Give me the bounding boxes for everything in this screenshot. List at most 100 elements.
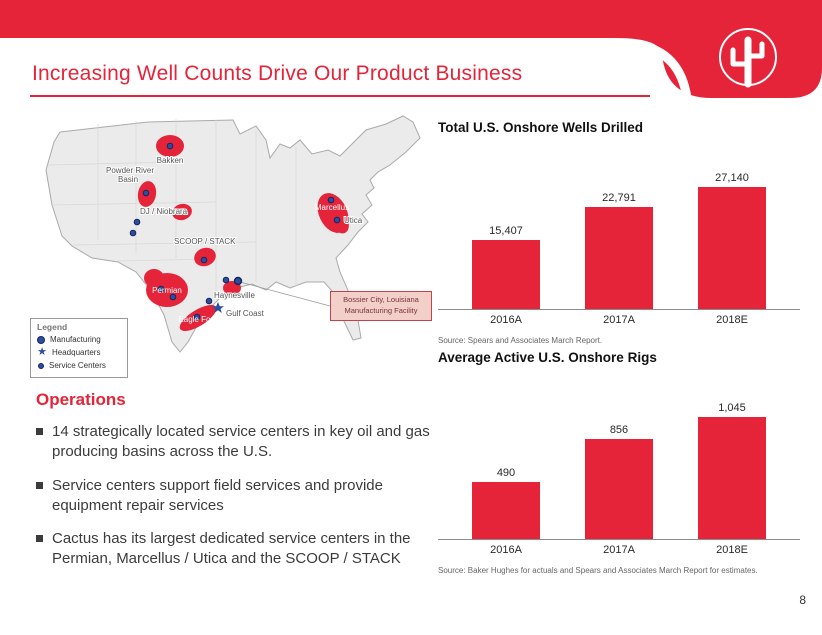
operations-heading: Operations [36, 390, 126, 409]
callout-leader-line [239, 281, 331, 307]
legend-item-manufacturing: Manufacturing [37, 335, 121, 344]
map-label-bakken: Bakken [157, 156, 184, 165]
category-label: 2016A [490, 314, 522, 326]
callout-line-2: Manufacturing Facility [344, 305, 418, 315]
manufacturing-marker [233, 276, 243, 286]
operations-section: Operations 14 strategically located serv… [36, 390, 434, 583]
map-label-eagle-ford: Eagle Ford [178, 315, 217, 324]
map-label-dj-niobrara: DJ / Niobrara [140, 207, 188, 216]
us-outline [45, 115, 421, 353]
bar-column: 15,407 [461, 225, 551, 309]
bar-column: 1,045 [687, 402, 777, 539]
operations-bullet: 14 strategically located service centers… [36, 422, 434, 463]
bar-column: 856 [574, 424, 664, 539]
page-number: 8 [799, 593, 806, 607]
bar-value-label: 1,045 [718, 402, 746, 414]
bar-value-label: 22,791 [602, 192, 636, 204]
bar [585, 207, 653, 309]
service-center-marker [133, 218, 141, 226]
map-legend: Legend Manufacturing ★ Headquarters Serv… [30, 318, 128, 378]
chart-plot: 15,407 22,791 27,140 [438, 162, 800, 310]
service-center-marker [157, 285, 165, 293]
service-center-marker [193, 313, 201, 321]
bar [472, 240, 540, 309]
basin-permian-lobe [144, 269, 164, 287]
category-label: 2018E [716, 314, 748, 326]
wells-drilled-chart: Total U.S. Onshore Wells Drilled 15,407 2… [438, 120, 800, 345]
category-label: 2017A [603, 314, 635, 326]
operations-bullet: Cactus has its largest dedicated service… [36, 529, 434, 570]
chart-categories: 2016A 2017A 2018E [438, 540, 800, 556]
facility-markers [129, 142, 341, 321]
us-map: Bakken Powder River Basin DJ / Niobrara … [45, 115, 421, 353]
active-rigs-chart: Average Active U.S. Onshore Rigs 490 856 1… [438, 350, 800, 575]
page-title: Increasing Well Counts Drive Our Product… [32, 62, 523, 85]
service-center-marker [129, 229, 137, 237]
service-center-marker [166, 142, 174, 150]
basin-utica [331, 210, 349, 234]
callout-line-1: Bossier City, Louisiana [343, 295, 419, 304]
chart-source: Source: Spears and Associates March Repo… [438, 336, 603, 345]
bar-value-label: 15,407 [489, 225, 523, 237]
title-underline [30, 95, 650, 97]
bar [698, 417, 766, 539]
category-label: 2018E [716, 544, 748, 556]
map-label-marcellus: Marcellus [315, 203, 349, 212]
legend-item-label: Manufacturing [50, 335, 101, 344]
operations-bullet: Service centers support field services a… [36, 476, 434, 517]
operations-bullet-list: 14 strategically located service centers… [36, 422, 434, 570]
cactus-logo-icon [719, 28, 777, 88]
legend-item-service-centers: Service Centers [37, 361, 121, 370]
service-center-marker [333, 216, 341, 224]
service-center-dot-icon [38, 362, 44, 369]
header-banner [0, 0, 822, 99]
headquarters-marker [212, 302, 224, 313]
bar-value-label: 27,140 [715, 172, 749, 184]
bar [585, 439, 653, 539]
chart-categories: 2016A 2017A 2018E [438, 310, 800, 326]
bar-column: 22,791 [574, 192, 664, 309]
bar-column: 490 [461, 467, 551, 539]
basin-dj-niobrara [172, 203, 192, 221]
legend-item-headquarters: ★ Headquarters [37, 347, 121, 358]
category-label: 2017A [603, 544, 635, 556]
service-center-marker [169, 293, 177, 301]
operations-bullet-text: Cactus has its largest dedicated service… [52, 530, 411, 568]
headquarters-star-icon: ★ [37, 346, 47, 358]
chart-title: Average Active U.S. Onshore Rigs [438, 350, 657, 365]
legend-item-label: Headquarters [52, 348, 101, 357]
us-map-section: Bakken Powder River Basin DJ / Niobrara … [28, 110, 438, 378]
header-swoosh [637, 40, 692, 99]
map-label-permian: Permian [152, 286, 182, 295]
map-label-haynesville: Haynesville [214, 291, 255, 300]
bar [698, 187, 766, 309]
map-label-utica: Utica [344, 216, 363, 225]
service-center-marker [222, 276, 230, 284]
square-bullet-icon [36, 535, 43, 542]
square-bullet-icon [36, 481, 43, 489]
manufacturing-circle-icon [37, 335, 45, 344]
legend-title: Legend [37, 322, 68, 332]
header-red-band [0, 0, 822, 98]
bar-value-label: 490 [496, 467, 516, 479]
service-center-marker [200, 256, 208, 264]
category-label: 2016A [490, 544, 522, 556]
square-bullet-icon [36, 428, 43, 435]
legend-item-label: Service Centers [49, 361, 106, 370]
chart-plot: 490 856 1,045 [438, 392, 800, 540]
map-label-scoop-stack: SCOOP / STACK [174, 237, 236, 246]
bar-column: 27,140 [687, 172, 777, 309]
chart-source: Source: Baker Hughes for actuals and Spe… [438, 566, 758, 575]
map-label-powder-river-2: Basin [118, 175, 138, 184]
bar [472, 482, 540, 539]
service-center-marker [327, 196, 335, 204]
operations-bullet-text: 14 strategically located service centers… [52, 423, 430, 461]
operations-bullet-text: Service centers support field services a… [52, 476, 383, 514]
service-center-marker [142, 189, 150, 197]
bar-value-label: 856 [609, 424, 629, 436]
service-center-marker [205, 297, 213, 305]
map-label-gulf-coast: Gulf Coast [226, 309, 265, 318]
bossier-city-callout: Bossier City, Louisiana Manufacturing Fa… [330, 291, 432, 321]
chart-title: Total U.S. Onshore Wells Drilled [438, 120, 644, 135]
